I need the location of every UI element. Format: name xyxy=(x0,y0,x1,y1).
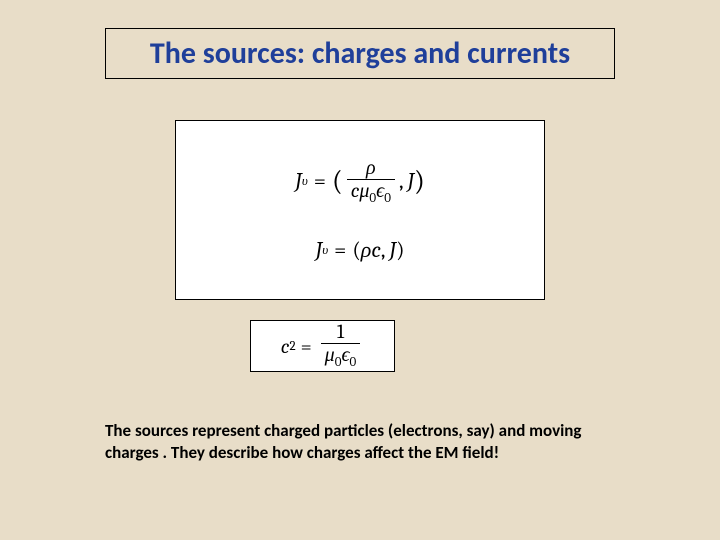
eq1-numerator: ρ xyxy=(362,157,380,179)
eq3-c: c xyxy=(281,335,290,358)
eq2-rho: ρ xyxy=(361,237,372,263)
eq3-equals: = xyxy=(301,335,312,358)
eq1-comma: , xyxy=(399,168,404,194)
eq1-close: ) xyxy=(414,165,425,197)
eq2-open: ( xyxy=(352,237,360,263)
eq2-c: c xyxy=(371,237,381,263)
eq3-c-sup: 2 xyxy=(289,339,295,354)
eq3-numerator: 1 xyxy=(333,321,348,343)
body-text: The sources represent charged particles … xyxy=(105,420,635,464)
eq1-equals: = xyxy=(314,168,326,194)
eq1-J: J xyxy=(407,168,414,194)
eq2-J: J xyxy=(389,237,396,263)
eq3-denominator: μ0ϵ0 xyxy=(321,344,361,370)
c-squared-box: c 2 = 1 μ0ϵ0 xyxy=(250,320,395,372)
equation-1: J υ = ( ρ cμ0ϵ0 , J ) xyxy=(176,157,544,206)
eq3-fraction: 1 μ0ϵ0 xyxy=(321,321,361,370)
eq2-close: ) xyxy=(396,237,404,263)
eq2-comma: , xyxy=(381,237,386,263)
eq1-lhs-sup: υ xyxy=(302,173,308,189)
eq2-lhs-sup: υ xyxy=(322,242,328,258)
eq1-lhs: J xyxy=(295,168,302,194)
equation-box: J υ = ( ρ cμ0ϵ0 , J ) J υ = ( ρ c , J ) xyxy=(175,120,545,300)
equation-2: J υ = ( ρ c , J ) xyxy=(176,237,544,263)
eq2-equals: = xyxy=(334,237,346,263)
eq1-open: ( xyxy=(332,165,343,197)
eq1-denominator: cμ0ϵ0 xyxy=(347,180,395,206)
eq2-lhs: J xyxy=(316,237,323,263)
eq1-fraction: ρ cμ0ϵ0 xyxy=(347,157,395,206)
title-text: The sources: charges and currents xyxy=(150,35,570,72)
title-box: The sources: charges and currents xyxy=(105,28,615,79)
